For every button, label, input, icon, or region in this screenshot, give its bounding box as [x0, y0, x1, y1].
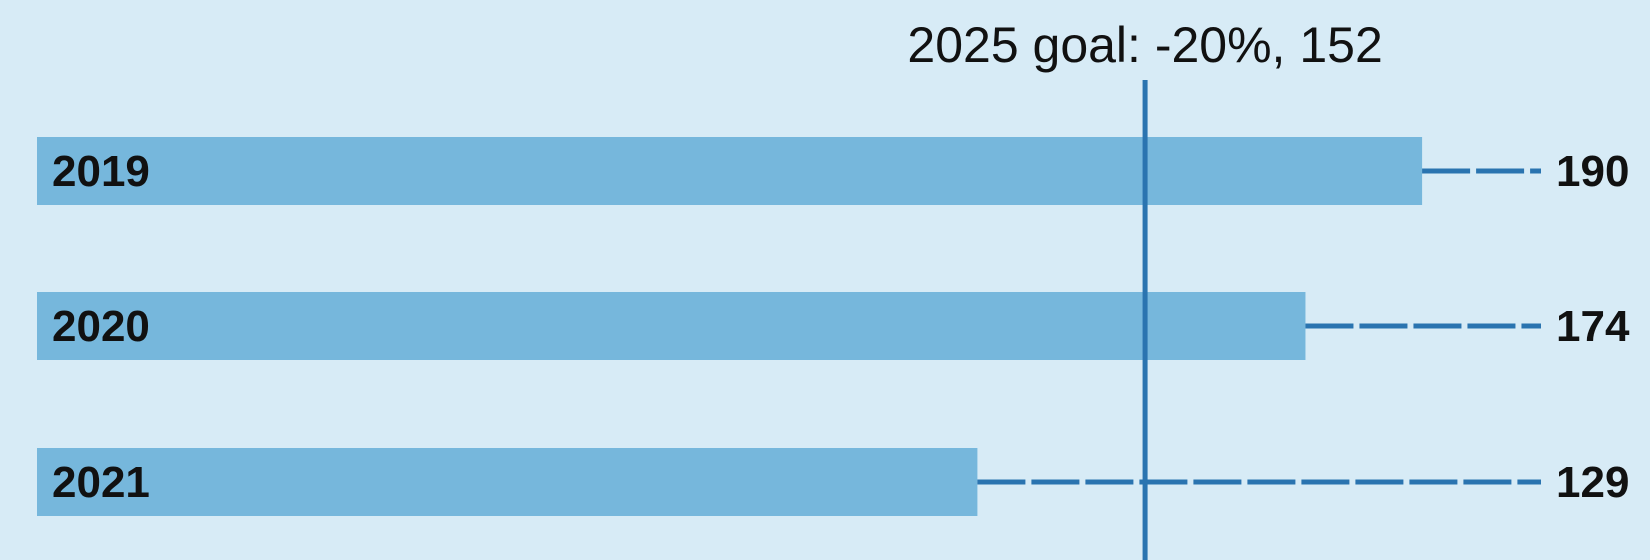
value-label-2021: 129 [1556, 458, 1629, 507]
bars-layer [37, 137, 1423, 516]
category-label-2021: 2021 [52, 458, 150, 507]
labels-layer: 2019 190 2020 174 2021 129 [52, 147, 1630, 507]
category-label-2020: 2020 [52, 302, 150, 351]
bar-2021 [37, 448, 978, 516]
goal-label: 2025 goal: -20%, 152 [907, 17, 1382, 73]
value-label-2020: 174 [1556, 302, 1630, 351]
bar-2020 [37, 292, 1306, 360]
leader-lines-layer [977, 168, 1541, 485]
bar-2019 [37, 137, 1423, 205]
category-label-2019: 2019 [52, 147, 150, 196]
value-label-2019: 190 [1556, 147, 1629, 196]
